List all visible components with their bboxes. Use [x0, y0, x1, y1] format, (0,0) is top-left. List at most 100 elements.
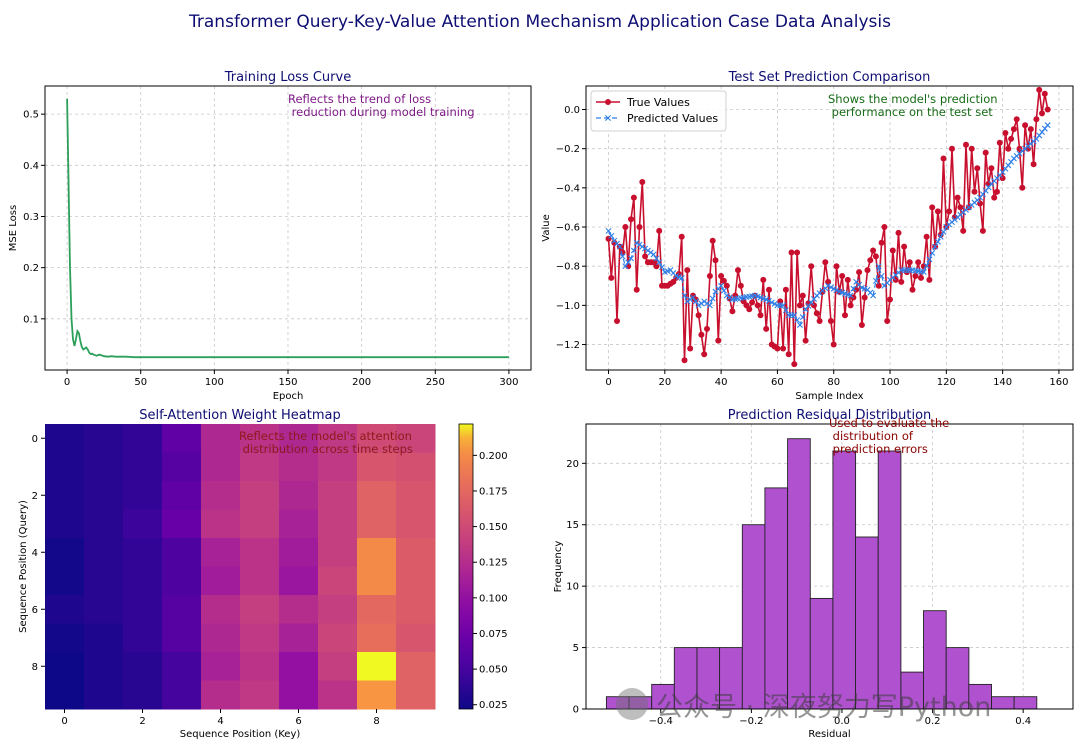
loss-ytick-label: 0.4	[23, 161, 39, 172]
true-value-point	[636, 224, 643, 230]
predicted-value-point	[718, 282, 725, 289]
heatmap-cell	[84, 623, 124, 653]
legend-pred-marker	[605, 115, 611, 121]
true-value-point	[872, 253, 879, 260]
heatmap-cell	[45, 481, 85, 510]
legend-true-label: True Values	[626, 96, 690, 109]
true-value-point	[898, 278, 905, 285]
true-value-point	[1019, 184, 1026, 191]
heatmap-cell	[84, 680, 124, 710]
predicted-value-point	[799, 314, 806, 321]
resid-xtick-label: 0.0	[834, 716, 850, 727]
pred-ytick-label: −0.6	[556, 223, 580, 234]
true-value-point	[1022, 122, 1029, 129]
true-value-point	[639, 179, 646, 185]
true-value-point	[994, 188, 1000, 195]
true-value-point	[881, 224, 888, 230]
pred-xtick-label: 0	[605, 377, 611, 388]
heatmap-x-axis-label: Sequence Position (Key)	[180, 729, 301, 740]
heatmap-chart-title: Self-Attention Weight Heatmap	[139, 408, 340, 423]
predicted-value-point	[659, 264, 665, 271]
true-value-point	[614, 318, 620, 324]
heatmap-xtick-label: 0	[61, 716, 67, 727]
predicted-value-point	[684, 298, 691, 305]
pred-xtick-label: 140	[993, 377, 1012, 388]
predicted-value-point	[934, 238, 941, 245]
heatmap-cell	[279, 595, 319, 624]
heatmap-cell	[45, 652, 85, 681]
histogram-bar	[764, 487, 789, 710]
heatmap-cell	[357, 481, 397, 510]
true-value-point	[861, 294, 868, 301]
true-value-point	[715, 337, 722, 344]
pred-chart-title: Test Set Prediction Comparison	[728, 70, 931, 85]
true-value-point	[788, 249, 795, 256]
true-value-point	[802, 337, 809, 344]
loss-series-line	[66, 98, 509, 359]
true-value-point	[622, 224, 629, 230]
true-value-point	[929, 204, 936, 211]
predicted-value-point	[765, 297, 772, 304]
true-value-point	[749, 299, 756, 306]
predicted-value-point	[605, 227, 612, 234]
heatmap-cell	[240, 538, 280, 567]
true-value-point	[856, 269, 863, 276]
predicted-value-point	[720, 287, 727, 294]
true-value-point	[1033, 116, 1040, 123]
true-value-point	[991, 194, 998, 201]
histogram-bar	[877, 450, 902, 710]
pred-xtick-label: 60	[771, 377, 784, 388]
predicted-value-point	[763, 296, 770, 303]
heatmap-cell	[162, 623, 202, 653]
heatmap-cell	[279, 538, 319, 567]
predicted-value-point	[647, 249, 654, 256]
true-value-point	[791, 361, 798, 368]
true-value-point	[723, 282, 730, 289]
resid-annotation: Used to evaluate the distribution of pre…	[829, 416, 949, 456]
wechat-logo-icon	[616, 688, 648, 720]
loss-annotation: Reflects the trend of loss reduction dur…	[288, 92, 475, 119]
true-value-point	[628, 216, 634, 223]
pred-ytick-label: 0.0	[564, 105, 580, 116]
predicted-value-point	[771, 300, 778, 307]
heatmap-cell	[123, 509, 163, 539]
heatmap-cell	[123, 481, 163, 510]
true-value-point	[729, 308, 736, 315]
heatmap-cell	[240, 566, 280, 596]
true-value-point	[847, 302, 854, 309]
histogram-bar	[1013, 696, 1038, 710]
true-value-point	[746, 306, 753, 313]
predicted-value-point	[650, 251, 657, 258]
colorbar-tick-label: 0.175	[479, 486, 508, 497]
true-value-point	[718, 273, 725, 279]
true-value-point	[737, 282, 744, 289]
true-value-point	[870, 247, 877, 254]
true-value-point	[816, 318, 823, 324]
predicted-value-point	[875, 263, 882, 270]
heatmap-cell	[318, 424, 358, 453]
histogram-bar	[991, 696, 1015, 710]
pred-ytick-label: −1.2	[556, 340, 580, 351]
true-value-point	[656, 227, 663, 234]
true-value-point	[844, 276, 851, 283]
heatmap-cell	[396, 452, 436, 482]
loss-ytick-label: 0.1	[23, 314, 39, 325]
predicted-value-point	[616, 243, 623, 250]
colorbar-tick-label: 0.150	[479, 522, 508, 533]
heatmap-cell	[162, 424, 202, 453]
heatmap-cell	[279, 680, 319, 710]
heatmap-cell	[45, 623, 85, 653]
colorbar-tick-label: 0.075	[479, 629, 508, 640]
true-value-point	[979, 227, 986, 234]
predicted-value-point	[872, 277, 879, 284]
true-value-point	[1041, 90, 1048, 97]
heatmap-cell	[201, 623, 241, 653]
heatmap-cell	[240, 595, 280, 624]
predicted-value-point	[940, 228, 947, 235]
true-value-point	[982, 149, 989, 156]
heatmap-cell	[318, 652, 358, 681]
resid-xtick-label: −0.4	[649, 716, 673, 727]
predicted-value-point	[929, 249, 936, 256]
true-value-point	[926, 276, 933, 283]
predicted-value-point	[780, 302, 787, 309]
